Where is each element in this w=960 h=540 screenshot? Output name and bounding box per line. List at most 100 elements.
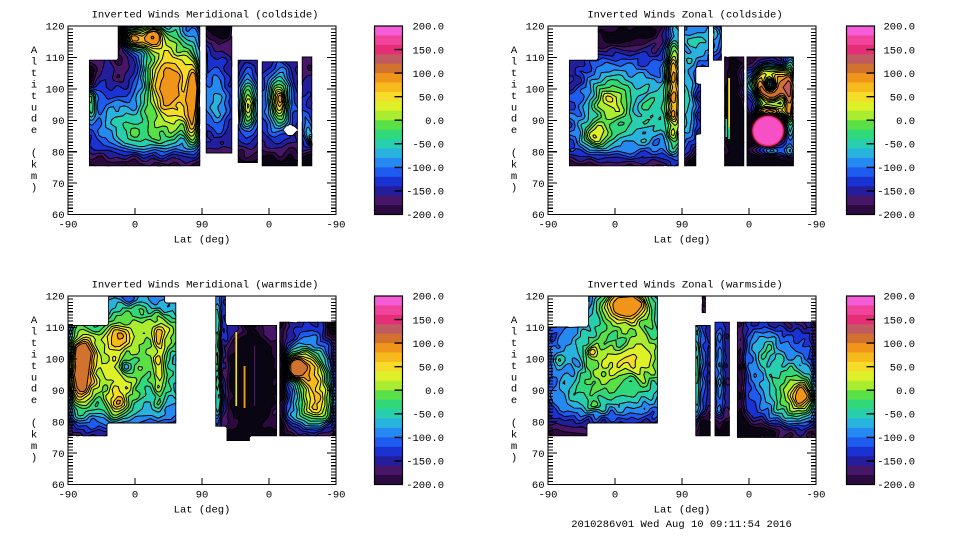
svg-text:0.0: 0.0 xyxy=(896,116,915,128)
svg-text:100.0: 100.0 xyxy=(412,339,444,351)
svg-text:e: e xyxy=(31,395,37,407)
svg-text:): ) xyxy=(511,452,517,464)
svg-text:Lat (deg): Lat (deg) xyxy=(174,235,231,247)
svg-text:90: 90 xyxy=(676,490,689,502)
svg-text:Lat (deg): Lat (deg) xyxy=(174,505,231,517)
svg-text:Inverted Winds Zonal (warmside: Inverted Winds Zonal (warmside) xyxy=(587,280,782,292)
svg-text:-50.0: -50.0 xyxy=(412,410,444,422)
svg-text:-100.0: -100.0 xyxy=(406,433,444,445)
svg-text:(: ( xyxy=(31,148,37,160)
svg-text:-200.0: -200.0 xyxy=(406,480,444,492)
svg-text:m: m xyxy=(511,171,517,183)
svg-text:110: 110 xyxy=(526,323,545,335)
svg-text:-90: -90 xyxy=(327,220,346,232)
svg-text:i: i xyxy=(31,349,37,361)
svg-text:-200.0: -200.0 xyxy=(877,210,915,222)
svg-text:k: k xyxy=(31,430,37,442)
svg-text:60: 60 xyxy=(532,210,545,222)
svg-text:0: 0 xyxy=(266,220,272,232)
svg-text:-90: -90 xyxy=(807,490,826,502)
svg-text:80: 80 xyxy=(52,147,65,159)
svg-text:100.0: 100.0 xyxy=(883,339,915,351)
svg-text:t: t xyxy=(31,338,37,350)
svg-text:-50.0: -50.0 xyxy=(883,140,915,152)
svg-text:110: 110 xyxy=(46,53,65,65)
svg-text:100.0: 100.0 xyxy=(412,69,444,81)
svg-text:i: i xyxy=(511,79,517,91)
svg-text:80: 80 xyxy=(532,147,545,159)
svg-text:-150.0: -150.0 xyxy=(877,187,915,199)
svg-text:t: t xyxy=(511,338,517,350)
svg-text:150.0: 150.0 xyxy=(883,45,915,57)
svg-text:60: 60 xyxy=(532,480,545,492)
svg-text:70: 70 xyxy=(52,179,65,191)
svg-text:(: ( xyxy=(511,148,517,160)
svg-text:t: t xyxy=(31,361,37,373)
svg-text:200.0: 200.0 xyxy=(883,22,915,34)
svg-text:l: l xyxy=(31,56,37,68)
svg-text:100: 100 xyxy=(526,85,545,97)
svg-text:200.0: 200.0 xyxy=(412,292,444,304)
svg-text:-90: -90 xyxy=(327,490,346,502)
svg-text:d: d xyxy=(31,114,37,126)
svg-text:l: l xyxy=(511,326,517,338)
svg-text:-200.0: -200.0 xyxy=(877,480,915,492)
svg-text:i: i xyxy=(31,79,37,91)
svg-text:d: d xyxy=(31,384,37,396)
svg-text:-90: -90 xyxy=(59,490,78,502)
svg-text:200.0: 200.0 xyxy=(883,292,915,304)
svg-text:k: k xyxy=(511,160,517,172)
svg-text:0.0: 0.0 xyxy=(425,116,444,128)
svg-text:-50.0: -50.0 xyxy=(883,410,915,422)
svg-text:e: e xyxy=(511,395,517,407)
svg-text:u: u xyxy=(31,372,37,384)
svg-text:150.0: 150.0 xyxy=(412,45,444,57)
svg-text:-100.0: -100.0 xyxy=(406,163,444,175)
svg-text:80: 80 xyxy=(532,417,545,429)
svg-text:l: l xyxy=(31,326,37,338)
svg-text:90: 90 xyxy=(676,220,689,232)
svg-text:120: 120 xyxy=(46,22,65,34)
svg-text:0: 0 xyxy=(746,220,752,232)
svg-text:m: m xyxy=(511,441,517,453)
svg-text:u: u xyxy=(31,102,37,114)
svg-text:-100.0: -100.0 xyxy=(877,163,915,175)
svg-text:110: 110 xyxy=(526,53,545,65)
svg-text:90: 90 xyxy=(196,220,209,232)
svg-text:80: 80 xyxy=(52,417,65,429)
svg-text:Lat (deg): Lat (deg) xyxy=(654,235,711,247)
svg-text:0: 0 xyxy=(132,490,138,502)
svg-text:u: u xyxy=(511,102,517,114)
svg-text:-50.0: -50.0 xyxy=(412,140,444,152)
svg-text:60: 60 xyxy=(52,480,65,492)
svg-text:A: A xyxy=(511,45,518,57)
svg-text:2010286v01 Wed Aug 10 09:11:54: 2010286v01 Wed Aug 10 09:11:54 2016 xyxy=(571,519,792,531)
svg-text:-90: -90 xyxy=(539,220,558,232)
svg-text:120: 120 xyxy=(526,22,545,34)
svg-text:90: 90 xyxy=(52,116,65,128)
svg-text:A: A xyxy=(31,315,38,327)
svg-text:m: m xyxy=(31,441,37,453)
svg-text:k: k xyxy=(511,430,517,442)
svg-text:): ) xyxy=(31,452,37,464)
svg-text:70: 70 xyxy=(52,449,65,461)
svg-text:120: 120 xyxy=(46,292,65,304)
svg-text:-90: -90 xyxy=(59,220,78,232)
svg-text:0.0: 0.0 xyxy=(896,386,915,398)
svg-text:(: ( xyxy=(511,418,517,430)
svg-text:-90: -90 xyxy=(539,490,558,502)
svg-text:90: 90 xyxy=(196,490,209,502)
svg-text:150.0: 150.0 xyxy=(412,315,444,327)
svg-text:e: e xyxy=(31,125,37,137)
svg-text:t: t xyxy=(511,361,517,373)
svg-text:m: m xyxy=(31,171,37,183)
svg-text:90: 90 xyxy=(52,386,65,398)
svg-text:Inverted Winds Zonal (coldside: Inverted Winds Zonal (coldside) xyxy=(587,10,782,22)
svg-text:90: 90 xyxy=(532,386,545,398)
svg-text:70: 70 xyxy=(532,179,545,191)
svg-text:l: l xyxy=(511,56,517,68)
svg-text:-150.0: -150.0 xyxy=(406,187,444,199)
svg-text:d: d xyxy=(511,114,517,126)
svg-text:100.0: 100.0 xyxy=(883,69,915,81)
svg-text:u: u xyxy=(511,372,517,384)
